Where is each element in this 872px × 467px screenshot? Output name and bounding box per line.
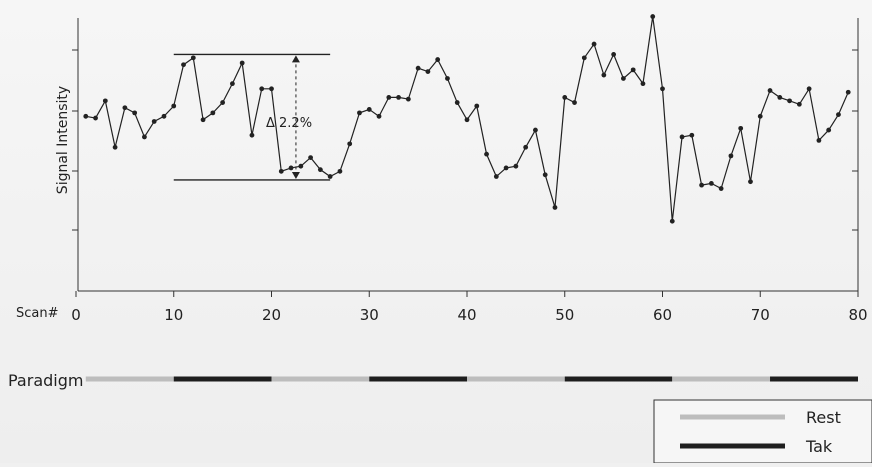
data-point-23 [298,163,304,169]
data-point-36 [425,69,431,74]
data-point-67 [728,153,734,159]
data-point-2 [93,115,98,121]
data-point-54 [601,72,607,78]
data-point-9 [161,113,167,119]
data-point-32 [386,95,392,100]
data-point-69 [748,179,753,185]
data-point-20 [269,86,274,92]
data-point-26 [327,174,333,179]
data-point-35 [415,65,421,71]
x-tick-label-0: 0 [71,306,81,324]
data-point-6 [132,110,138,116]
data-point-33 [396,95,401,100]
x-tick-label-10: 10 [164,306,183,324]
data-point-77 [826,127,832,133]
data-point-70 [757,113,763,119]
delta-annotation: Δ 2.2% [266,116,312,131]
data-point-15 [220,100,226,105]
data-point-21 [278,168,284,174]
data-point-28 [347,141,353,147]
x-tick-label-40: 40 [457,306,476,324]
data-point-29 [357,110,362,116]
data-point-78 [836,112,841,117]
y-axis-label: Signal Intensity [55,86,71,194]
data-point-66 [718,186,724,191]
data-point-37 [435,57,441,62]
data-point-27 [337,168,343,174]
data-point-59 [650,14,656,19]
data-point-45 [513,163,519,169]
data-point-34 [405,96,411,102]
data-point-17 [239,60,245,66]
data-point-58 [640,81,646,87]
data-point-39 [454,100,460,105]
data-point-40 [464,117,470,123]
data-point-57 [630,67,636,73]
x-tick-label-30: 30 [360,306,379,324]
data-point-53 [591,41,597,47]
data-point-24 [308,155,313,161]
data-point-62 [679,134,685,140]
legend-box [653,399,872,464]
data-point-31 [376,113,382,119]
paradigm-label: Paradigm [8,371,83,390]
data-point-46 [523,144,529,150]
data-point-30 [366,107,372,112]
data-point-10 [171,103,177,109]
legend-tak-label: Tak [805,437,833,456]
data-point-1 [83,113,89,119]
data-point-75 [806,86,812,92]
data-point-38 [445,76,450,81]
data-point-60 [660,86,665,92]
data-point-18 [249,132,255,138]
data-point-7 [142,134,147,140]
data-point-51 [572,100,577,105]
data-point-41 [474,103,480,109]
data-point-48 [542,172,548,178]
data-point-50 [562,95,568,100]
data-point-79 [845,89,851,95]
x-axis-prefix-label: Scan# [16,306,59,321]
data-point-65 [708,181,714,186]
data-point-61 [669,218,675,224]
data-point-64 [699,182,704,188]
data-point-43 [493,174,499,179]
x-tick-label-80: 80 [848,306,867,324]
data-point-25 [317,167,323,173]
data-point-73 [787,98,792,104]
data-point-49 [552,205,558,210]
x-tick-label-50: 50 [555,306,574,324]
data-point-68 [738,125,744,131]
delta-arrow-up [291,55,300,63]
data-point-52 [581,55,587,61]
data-point-47 [533,127,538,133]
data-point-14 [210,110,216,116]
data-point-13 [200,117,206,123]
x-tick-label-70: 70 [751,306,770,324]
data-point-71 [767,88,773,93]
data-point-22 [288,165,294,171]
data-point-56 [621,76,626,81]
data-point-63 [689,132,695,138]
data-point-8 [151,119,157,124]
data-point-3 [102,98,108,104]
data-point-76 [816,138,822,143]
delta-arrow-down [291,171,300,179]
data-point-42 [484,151,489,157]
x-tick-label-20: 20 [262,306,281,324]
legend-rest-label: Rest [806,408,841,427]
data-point-55 [611,52,617,57]
data-point-16 [230,81,235,87]
data-point-5 [122,105,128,111]
x-tick-label-60: 60 [653,306,672,324]
data-point-19 [259,86,265,92]
data-point-72 [777,95,783,100]
data-point-12 [190,55,196,61]
data-point-11 [181,62,186,68]
data-point-4 [112,144,118,150]
data-point-44 [503,165,509,171]
data-point-74 [796,101,802,107]
